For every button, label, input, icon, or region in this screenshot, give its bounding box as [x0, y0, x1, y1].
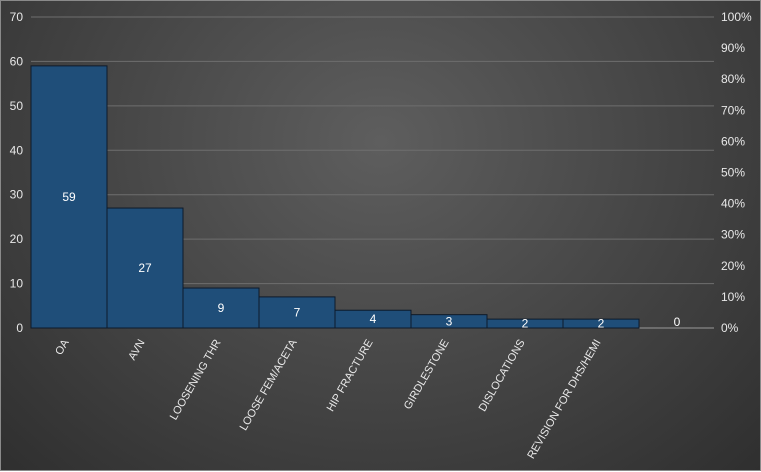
data-label: 9: [218, 301, 225, 315]
y-tick-label: 30: [10, 188, 24, 202]
y2-tick-label: 20%: [721, 259, 745, 273]
data-label-zero: 0: [674, 315, 681, 329]
y-tick-label: 40: [10, 143, 24, 157]
y-tick-label: 70: [10, 10, 24, 24]
y2-tick-label: 70%: [721, 103, 745, 117]
bar: [30, 65, 108, 329]
y2-tick-label: 10%: [721, 290, 745, 304]
data-label: 2: [598, 317, 605, 331]
y-tick-label: 0: [16, 321, 23, 335]
data-label: 4: [370, 312, 377, 326]
y-tick-label: 60: [10, 54, 24, 68]
data-label: 27: [138, 261, 152, 275]
x-tick-label: GIRDLESTONE: [402, 338, 452, 412]
x-tick-label: HIP FRACTURE: [325, 338, 376, 414]
y2-tick-label: 0%: [721, 321, 739, 335]
data-label: 59: [62, 190, 76, 204]
y2-tick-label: 60%: [721, 134, 745, 148]
x-tick-label: LOOSE FEM/ACETA: [238, 337, 300, 433]
y2-tick-label: 50%: [721, 166, 745, 180]
x-tick-label: REVISION FOR DHS/HEMI: [525, 338, 603, 462]
x-tick-label: OA: [53, 337, 72, 357]
data-label: 2: [522, 317, 529, 331]
x-tick-label: DISLOCATIONS: [477, 338, 528, 414]
y2-tick-label: 30%: [721, 228, 745, 242]
y2-tick-label: 90%: [721, 41, 745, 55]
x-tick-label: AVN: [126, 337, 147, 362]
data-label: 3: [446, 314, 453, 328]
bar: [106, 207, 184, 329]
y2-tick-label: 40%: [721, 197, 745, 211]
y2-tick-label: 80%: [721, 72, 745, 86]
y-tick-label: 50: [10, 99, 24, 113]
x-tick-label: LOOSENING THR: [168, 337, 224, 422]
bar: [562, 318, 640, 329]
data-label: 7: [294, 305, 301, 319]
y2-tick-label: 100%: [721, 10, 752, 24]
y-tick-label: 10: [10, 277, 24, 291]
y-tick-label: 20: [10, 232, 24, 246]
